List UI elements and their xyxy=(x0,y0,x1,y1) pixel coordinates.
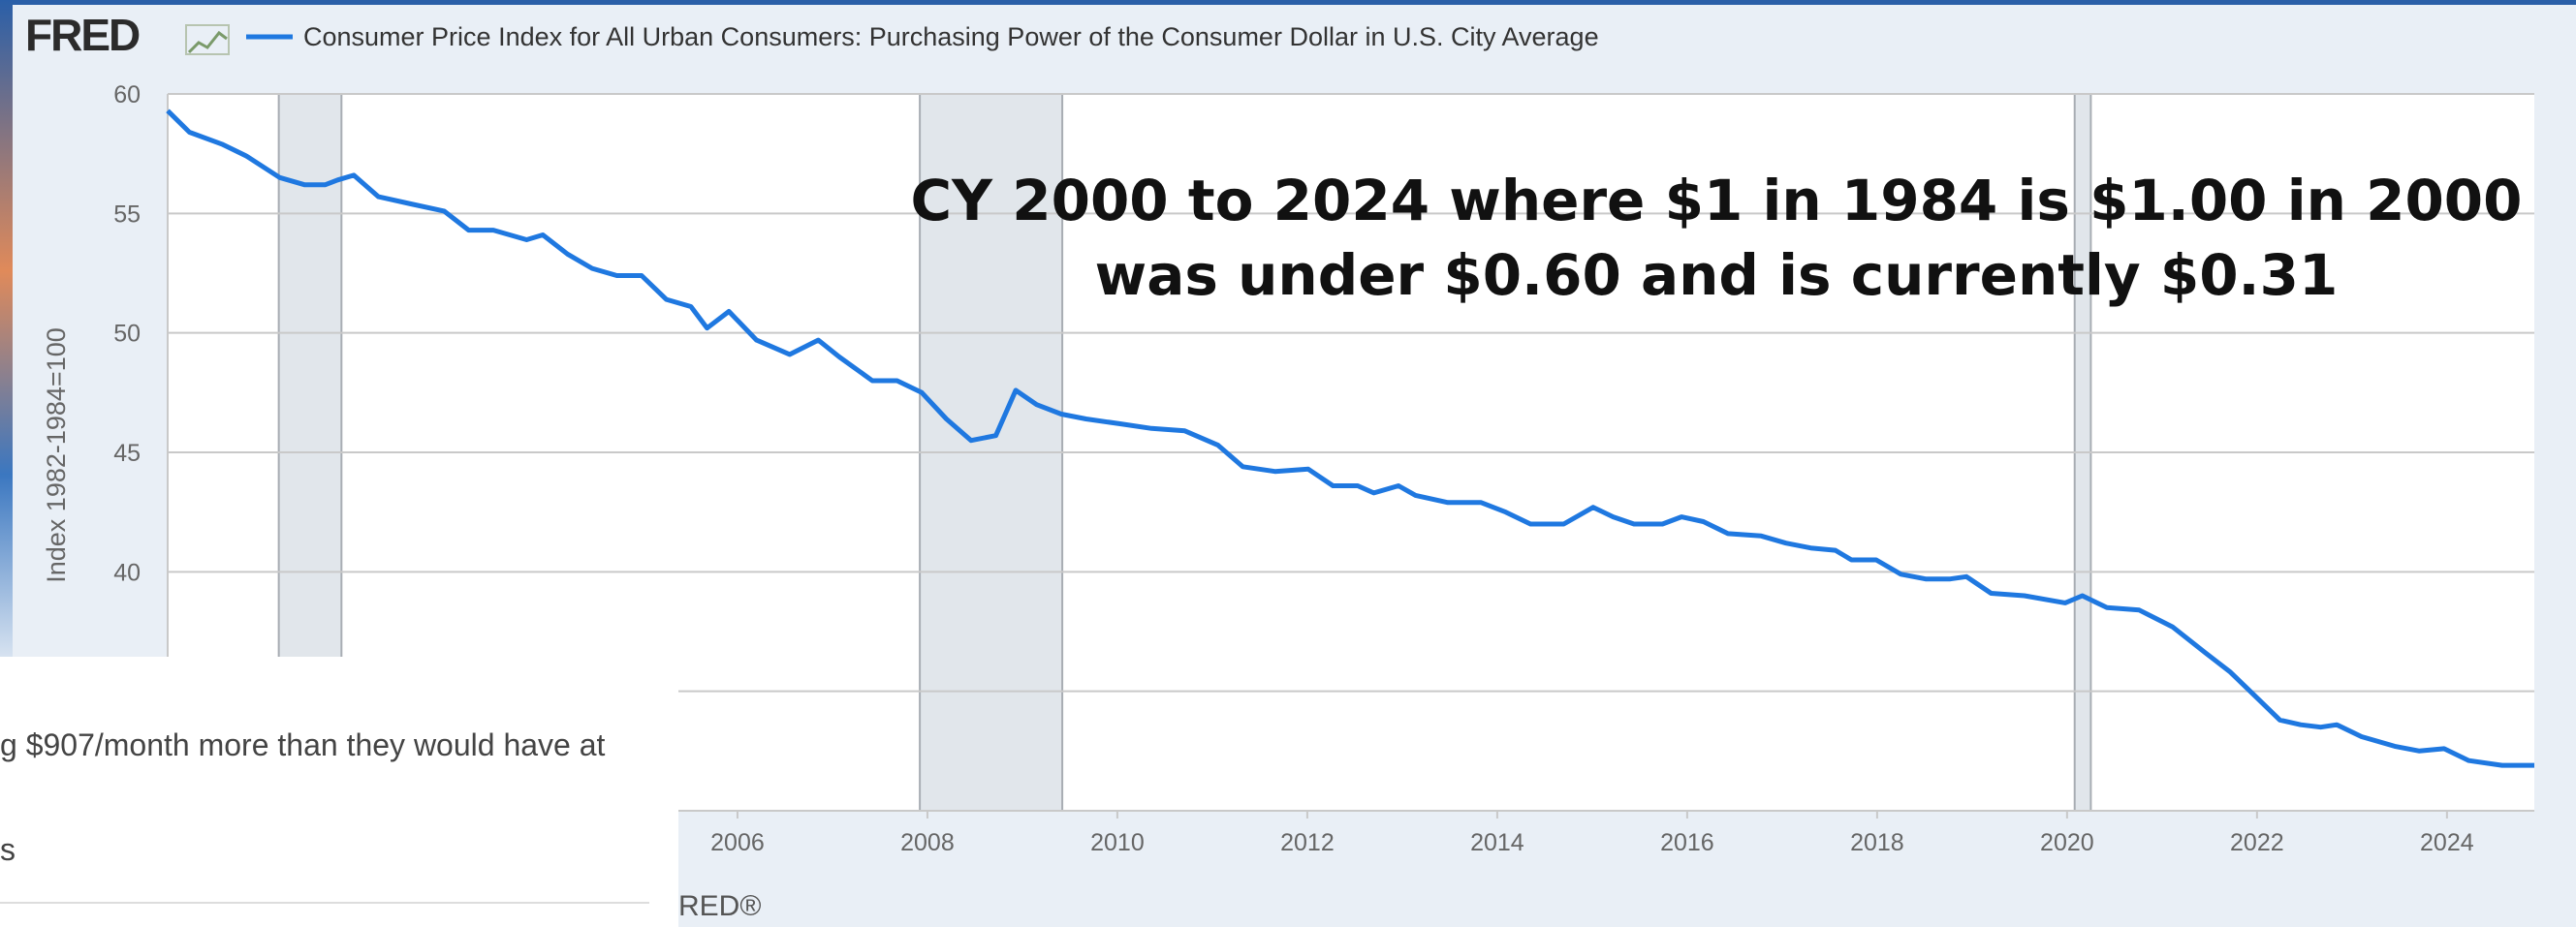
y-tick-label: 45 xyxy=(113,440,141,467)
annotation-line: CY 2000 to 2024 where $1 in 1984 is $1.0… xyxy=(910,168,2522,233)
x-tick-label: 2020 xyxy=(2040,829,2094,856)
legend-entry: Consumer Price Index for All Urban Consu… xyxy=(303,22,1599,51)
top-edge xyxy=(0,0,2576,5)
left-edge xyxy=(0,0,13,678)
y-tick-label: 60 xyxy=(113,81,141,108)
logo-icon xyxy=(187,30,228,54)
footer-credit: RED® xyxy=(678,890,761,922)
overlay-panel: g $907/month more than they would have a… xyxy=(0,657,678,927)
overlay-text: g $907/month more than they would have a… xyxy=(0,727,606,762)
x-tick-label: 2010 xyxy=(1090,829,1145,856)
y-axis-title: Index 1982-1984=100 xyxy=(42,327,71,583)
x-tick-label: 2016 xyxy=(1660,829,1714,856)
header: FRED Consumer Price Index for All Urban … xyxy=(25,10,1599,60)
overlay-card xyxy=(0,657,678,927)
y-tick-label: 40 xyxy=(113,559,141,586)
y-tick-label: 55 xyxy=(113,201,141,228)
x-tick-label: 2012 xyxy=(1280,829,1335,856)
logo-frame xyxy=(185,24,230,55)
overlay-text: s xyxy=(0,832,16,867)
x-tick-label: 2022 xyxy=(2230,829,2284,856)
x-tick-label: 2018 xyxy=(1850,829,1904,856)
data-line xyxy=(166,108,2534,768)
annotation-line: was under $0.60 and is currently $0.31 xyxy=(1095,242,2339,308)
x-tick-label: 2008 xyxy=(900,829,955,856)
x-tick-label: 2006 xyxy=(710,829,765,856)
x-tick-label: 2014 xyxy=(1470,829,1524,856)
x-tick-label: 2024 xyxy=(2420,829,2474,856)
logo: FRED xyxy=(25,10,140,60)
annotation: CY 2000 to 2024 where $1 in 1984 is $1.0… xyxy=(910,168,2522,308)
y-tick-label: 50 xyxy=(113,321,141,348)
